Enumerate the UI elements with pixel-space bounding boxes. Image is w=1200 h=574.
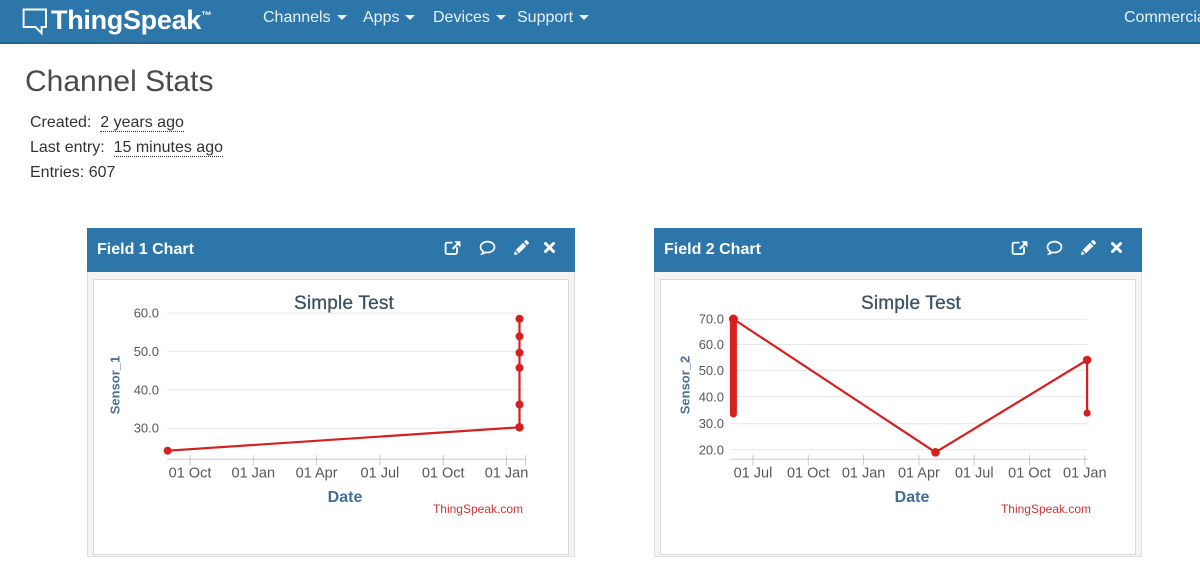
svg-text:60.0: 60.0 [134, 306, 159, 321]
svg-text:01 Jul: 01 Jul [955, 466, 994, 482]
svg-text:Simple Test: Simple Test [294, 293, 395, 314]
svg-text:20.0: 20.0 [699, 442, 724, 457]
svg-text:01 Apr: 01 Apr [296, 466, 338, 482]
svg-text:01 Jan: 01 Jan [1063, 466, 1107, 482]
svg-text:ThingSpeak.com: ThingSpeak.com [433, 502, 523, 516]
svg-text:01 Jan: 01 Jan [485, 466, 529, 482]
svg-text:01 Oct: 01 Oct [1008, 466, 1051, 482]
svg-text:01 Oct: 01 Oct [422, 466, 465, 482]
svg-text:01 Oct: 01 Oct [787, 466, 830, 482]
svg-text:ThingSpeak.com: ThingSpeak.com [1001, 502, 1091, 516]
svg-text:50.0: 50.0 [134, 344, 159, 359]
svg-text:01 Apr: 01 Apr [898, 466, 940, 482]
svg-text:70.0: 70.0 [699, 312, 724, 327]
svg-text:Date: Date [895, 489, 930, 506]
svg-text:Date: Date [328, 489, 363, 506]
svg-text:60.0: 60.0 [699, 337, 724, 352]
svg-text:01 Jan: 01 Jan [842, 466, 886, 482]
svg-text:50.0: 50.0 [699, 363, 724, 378]
svg-text:01 Jan: 01 Jan [232, 466, 276, 482]
svg-text:01 Oct: 01 Oct [169, 466, 212, 482]
svg-text:Sensor_1: Sensor_1 [108, 356, 123, 415]
svg-text:Simple Test: Simple Test [861, 293, 962, 314]
svg-text:Sensor_2: Sensor_2 [678, 356, 693, 415]
svg-text:30.0: 30.0 [134, 421, 159, 436]
svg-text:40.0: 40.0 [134, 382, 159, 397]
svg-text:40.0: 40.0 [699, 389, 724, 404]
svg-text:01 Jul: 01 Jul [361, 466, 400, 482]
svg-text:30.0: 30.0 [699, 416, 724, 431]
svg-text:01 Jul: 01 Jul [734, 466, 773, 482]
